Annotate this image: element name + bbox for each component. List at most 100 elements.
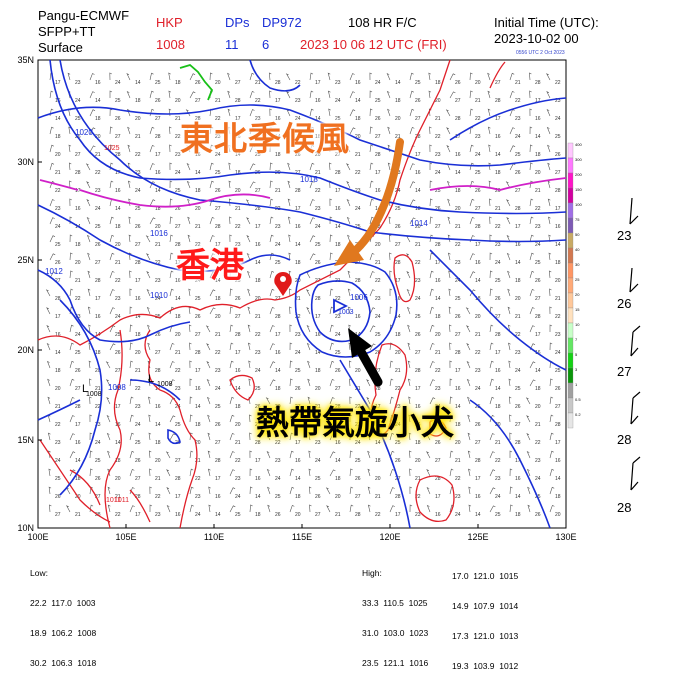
high-row: 31.0 103.0 1023 — [362, 628, 429, 638]
wind-barb — [49, 199, 55, 207]
wind-barb — [308, 432, 311, 441]
grid-dewpoint-value: 18 — [435, 314, 441, 320]
wind-barb — [489, 252, 493, 261]
grid-dewpoint-value: 24 — [455, 278, 461, 284]
grid-dewpoint-value: 22 — [515, 332, 521, 338]
wind-barb — [148, 432, 152, 441]
wind-barb — [169, 361, 175, 369]
grid-dewpoint-value: 18 — [275, 386, 281, 392]
grid-dewpoint-value: 16 — [195, 152, 201, 158]
low-stats: Low: 22.2 117.0 1003 18.9 106.2 1008 30.… — [30, 548, 96, 678]
grid-dewpoint-value: 18 — [535, 152, 541, 158]
grid-dewpoint-value: 23 — [535, 458, 541, 464]
grid-dewpoint-value: 24 — [75, 98, 81, 104]
grid-dewpoint-value: 22 — [95, 170, 101, 176]
wind-barb — [369, 72, 373, 81]
grid-dewpoint-value: 22 — [295, 80, 301, 86]
wind-barb — [69, 396, 75, 405]
grid-dewpoint-value: 22 — [175, 368, 181, 374]
wind-barb — [467, 432, 471, 441]
wind-barb — [349, 414, 353, 422]
wind-barb — [469, 144, 474, 153]
wind-barb — [429, 180, 433, 189]
wind-barb — [507, 324, 511, 333]
wind-barb — [369, 271, 375, 279]
lat-label: 25N — [17, 255, 34, 265]
wind-barb — [466, 360, 471, 369]
wind-barb — [549, 306, 552, 315]
colorbar-cell — [567, 307, 574, 324]
wind-barb — [48, 486, 52, 495]
wind-barb — [265, 415, 271, 423]
grid-dewpoint-value: 24 — [335, 98, 341, 104]
grid-dewpoint-value: 24 — [495, 260, 501, 266]
grid-dewpoint-value: 28 — [255, 440, 261, 446]
grid-dewpoint-value: 27 — [315, 512, 321, 518]
dp-label: DP972 — [262, 15, 302, 30]
grid-dewpoint-value: 28 — [495, 98, 501, 104]
wind-barb — [289, 504, 295, 513]
wind-barb — [206, 343, 211, 351]
wind-barb — [266, 450, 271, 459]
grid-dewpoint-value: 20 — [475, 80, 481, 86]
wind-barb — [349, 396, 352, 405]
grid-dewpoint-value: 24 — [175, 404, 181, 410]
wind-barb — [506, 217, 511, 225]
wind-barb — [89, 396, 92, 405]
grid-dewpoint-value: 23 — [435, 152, 441, 158]
wind-barb — [287, 162, 291, 171]
wind-barb — [229, 270, 233, 279]
wind-barb — [466, 378, 471, 387]
grid-dewpoint-value: 22 — [515, 98, 521, 104]
wind-barb — [329, 397, 335, 405]
wind-barb — [445, 109, 451, 117]
wind-barb — [249, 163, 256, 171]
grid-dewpoint-value: 22 — [135, 152, 141, 158]
grid-dewpoint-value: 27 — [355, 494, 361, 500]
grid-dewpoint-value: 27 — [155, 350, 161, 356]
grid-dewpoint-value: 25 — [115, 98, 121, 104]
product-name: SFPP+TT — [38, 24, 96, 39]
wind-barb — [447, 252, 451, 261]
lon-label: 110E — [204, 532, 224, 542]
wind-barb — [246, 270, 251, 279]
wind-barb — [228, 198, 232, 207]
wind-barb — [169, 216, 173, 225]
wind-barb — [129, 487, 135, 495]
grid-dewpoint-value: 25 — [555, 368, 561, 374]
grid-dewpoint-value: 23 — [335, 80, 341, 86]
grid-dewpoint-value: 23 — [555, 98, 561, 104]
grid-dewpoint-value: 20 — [135, 350, 141, 356]
grid-dewpoint-value: 17 — [75, 422, 81, 428]
grid-dewpoint-value: 22 — [235, 224, 241, 230]
wind-barb — [229, 324, 234, 333]
grid-dewpoint-value: 16 — [235, 134, 241, 140]
wind-barb — [489, 324, 494, 333]
wind-barb — [207, 468, 211, 477]
colorbar-cell — [567, 382, 574, 399]
grid-dewpoint-value: 25 — [55, 242, 61, 248]
grid-dewpoint-value: 25 — [235, 278, 241, 284]
wind-barb — [145, 235, 151, 243]
grid-dewpoint-value: 28 — [455, 350, 461, 356]
grid-dewpoint-value: 24 — [235, 494, 241, 500]
grid-dewpoint-value: 25 — [415, 314, 421, 320]
wind-barb — [106, 432, 111, 441]
grid-dewpoint-value: 18 — [515, 512, 521, 518]
grid-dewpoint-value: 21 — [215, 98, 221, 104]
grid-dewpoint-value: 26 — [555, 152, 561, 158]
grid-dewpoint-value: 22 — [355, 170, 361, 176]
wind-barb — [127, 144, 131, 153]
wind-barb — [45, 289, 51, 297]
wind-barb — [46, 360, 51, 369]
grid-dewpoint-value: 14 — [475, 512, 481, 518]
grid-dewpoint-value: 27 — [95, 260, 101, 266]
grid-dewpoint-value: 24 — [475, 152, 481, 158]
low-row: 18.9 106.2 1008 — [30, 628, 97, 638]
wind-barb — [408, 432, 412, 441]
wind-barb — [529, 379, 536, 387]
grid-dewpoint-value: 25 — [275, 494, 281, 500]
wind-barb — [249, 504, 253, 513]
wind-barb — [229, 505, 236, 513]
grid-dewpoint-value: 16 — [215, 260, 221, 266]
